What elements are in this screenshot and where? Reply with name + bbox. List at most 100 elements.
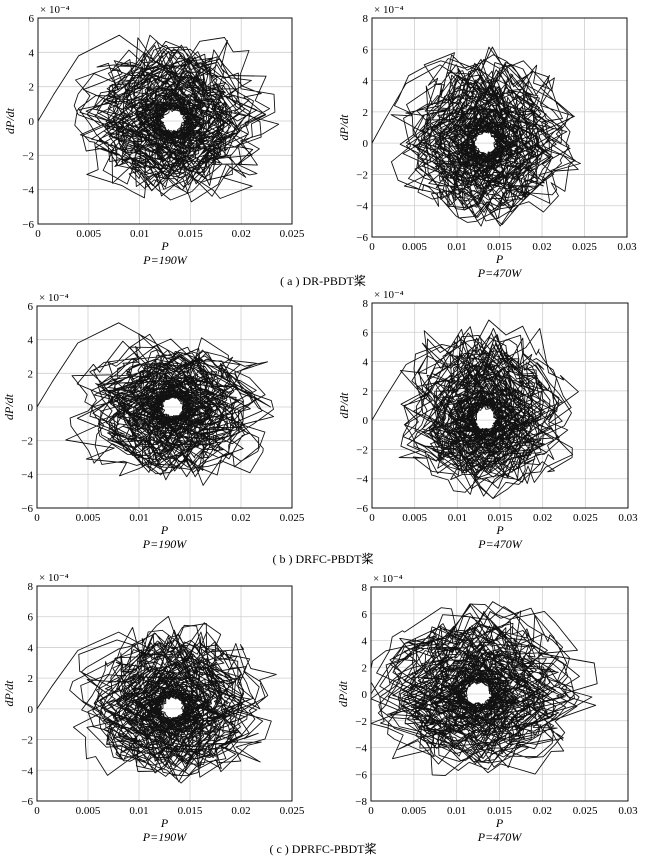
power-label: P=190W bbox=[142, 830, 187, 844]
plot-frame bbox=[371, 17, 628, 238]
y-tick-label: 8 bbox=[362, 582, 368, 594]
y-tick-label: 6 bbox=[362, 609, 368, 621]
x-tick-label: 0.015 bbox=[488, 512, 513, 524]
y-tick-label: 2 bbox=[29, 82, 35, 94]
y-tick-label: −4 bbox=[355, 743, 367, 755]
y-tick-label: −6 bbox=[356, 503, 368, 515]
y-tick-label: 4 bbox=[28, 642, 34, 654]
x-axis-label: P bbox=[160, 523, 169, 537]
x-tick-label: 0.025 bbox=[572, 241, 597, 253]
plot-frame bbox=[370, 586, 629, 802]
y-tick-label: 4 bbox=[362, 636, 368, 648]
x-axis-label: P bbox=[160, 239, 169, 253]
y-tick-label: 4 bbox=[28, 335, 34, 347]
y-tick-label: 4 bbox=[363, 357, 369, 369]
chart-panels: 0 0.005 0.01 0.015 0.02 0.025 6 4 2 0 −2 −4 −6 × 10⁻⁴… bbox=[2, 4, 638, 844]
plot-frame bbox=[36, 305, 293, 509]
series-line-a-190 bbox=[37, 34, 280, 203]
y-tick-label: 0 bbox=[363, 138, 369, 150]
x-tick-label: 0.03 bbox=[618, 805, 638, 817]
y-tick-label: 2 bbox=[362, 662, 368, 674]
x-tick-label: 0.025 bbox=[280, 512, 305, 524]
caption-a: ( a ) DR-PBDT桨 bbox=[280, 274, 366, 288]
y-tick-label: −4 bbox=[356, 474, 368, 486]
x-tick-label: 0.015 bbox=[178, 228, 203, 240]
x-tick-label: 0.005 bbox=[76, 805, 101, 817]
x-axis-label: P bbox=[495, 816, 504, 830]
series-line-c-470 bbox=[370, 601, 598, 777]
y-tick-label: −6 bbox=[22, 219, 34, 231]
y-tick-label: 2 bbox=[363, 386, 369, 398]
x-tick-label: 0.02 bbox=[532, 241, 551, 253]
x-tick-label: 0 bbox=[368, 805, 374, 817]
y-tick-label: 6 bbox=[28, 612, 34, 624]
x-tick-label: 0.005 bbox=[402, 512, 427, 524]
x-tick-label: 0.015 bbox=[487, 241, 512, 253]
y-tick-label: −2 bbox=[22, 150, 34, 162]
power-label: P=190W bbox=[142, 253, 187, 267]
exponent-label: × 10⁻⁴ bbox=[373, 573, 403, 585]
exponent-label: × 10⁻⁴ bbox=[39, 572, 69, 584]
series-line-b-470 bbox=[371, 319, 579, 500]
y-tick-label: 8 bbox=[28, 581, 34, 593]
exponent-label: × 10⁻⁴ bbox=[40, 4, 70, 16]
y-tick-label: −6 bbox=[355, 769, 367, 781]
y-tick-label: 0 bbox=[28, 402, 34, 414]
y-tick-label: −8 bbox=[355, 796, 367, 808]
y-tick-label: 2 bbox=[28, 368, 34, 380]
exponent-label: × 10⁻⁴ bbox=[374, 289, 404, 301]
x-tick-label: 0.005 bbox=[76, 512, 101, 524]
x-tick-label: 0.015 bbox=[178, 512, 203, 524]
y-tick-label: −4 bbox=[21, 765, 33, 777]
x-tick-label: 0.02 bbox=[231, 512, 250, 524]
y-axis-label: dP/dt bbox=[2, 393, 16, 420]
x-tick-label: 0.005 bbox=[402, 241, 427, 253]
x-tick-label: 0.01 bbox=[447, 805, 466, 817]
y-tick-label: 0 bbox=[29, 116, 35, 128]
y-tick-label: −6 bbox=[21, 503, 33, 515]
y-tick-label: 6 bbox=[28, 301, 34, 313]
series-line-a-470 bbox=[371, 46, 581, 227]
y-tick-label: 6 bbox=[363, 327, 369, 339]
chart-panel-b-190: 0 0.005 0.01 0.015 0.02 0.025 6 4 2 0 −2 −4 −6 × 10⁻⁴… bbox=[2, 292, 305, 551]
chart-panel-a-190: 0 0.005 0.01 0.015 0.02 0.025 6 4 2 0 −2 −4 −6 × 10⁻⁴… bbox=[3, 4, 305, 267]
x-tick-label: 0.005 bbox=[76, 228, 101, 240]
y-axis-label: dP/dt bbox=[337, 392, 351, 419]
x-axis-label: P bbox=[495, 252, 504, 266]
y-axis-label: dP/dt bbox=[2, 680, 16, 707]
x-tick-label: 0 bbox=[369, 512, 375, 524]
x-tick-label: 0.03 bbox=[618, 512, 638, 524]
x-tick-label: 0.03 bbox=[617, 241, 637, 253]
x-tick-label: 0.02 bbox=[232, 228, 251, 240]
y-tick-label: 0 bbox=[28, 704, 34, 716]
x-tick-label: 0 bbox=[369, 241, 375, 253]
y-tick-label: −6 bbox=[21, 796, 33, 808]
y-tick-label: 6 bbox=[363, 44, 369, 56]
x-tick-label: 0.025 bbox=[573, 512, 598, 524]
x-tick-label: 0 bbox=[35, 228, 41, 240]
chart-panel-a-470: 0 0.005 0.01 0.015 0.02 0.025 0.03 8 6 4 2 0 −2 −4 −6 ×… bbox=[337, 4, 637, 280]
y-tick-label: −2 bbox=[356, 444, 368, 456]
x-tick-label: 0.02 bbox=[533, 805, 552, 817]
y-axis-label: dP/dt bbox=[336, 680, 350, 707]
y-tick-label: −2 bbox=[21, 436, 33, 448]
x-tick-label: 0.01 bbox=[130, 228, 149, 240]
x-tick-label: 0.015 bbox=[178, 805, 203, 817]
exponent-label: × 10⁻⁴ bbox=[374, 4, 404, 16]
y-tick-label: 6 bbox=[29, 13, 35, 25]
chart-panel-c-470: 0 0.005 0.01 0.015 0.02 0.025 0.03 8 6 4 2 0 −2 −4 −6 −… bbox=[336, 573, 638, 844]
plot-frame bbox=[36, 585, 293, 802]
x-tick-label: 0.01 bbox=[129, 805, 148, 817]
y-tick-label: 2 bbox=[28, 673, 34, 685]
series-line-c-190 bbox=[36, 615, 277, 784]
plot-frame bbox=[37, 17, 293, 225]
power-label: P=470W bbox=[477, 266, 522, 280]
y-axis-label: dP/dt bbox=[3, 107, 17, 134]
y-axis-label: dP/dt bbox=[337, 114, 351, 141]
y-tick-label: 0 bbox=[363, 415, 369, 427]
x-tick-label: 0.01 bbox=[129, 512, 148, 524]
x-tick-label: 0.025 bbox=[280, 805, 305, 817]
y-tick-label: 4 bbox=[29, 47, 35, 59]
y-tick-label: 8 bbox=[363, 13, 369, 25]
power-label: P=470W bbox=[477, 830, 522, 844]
